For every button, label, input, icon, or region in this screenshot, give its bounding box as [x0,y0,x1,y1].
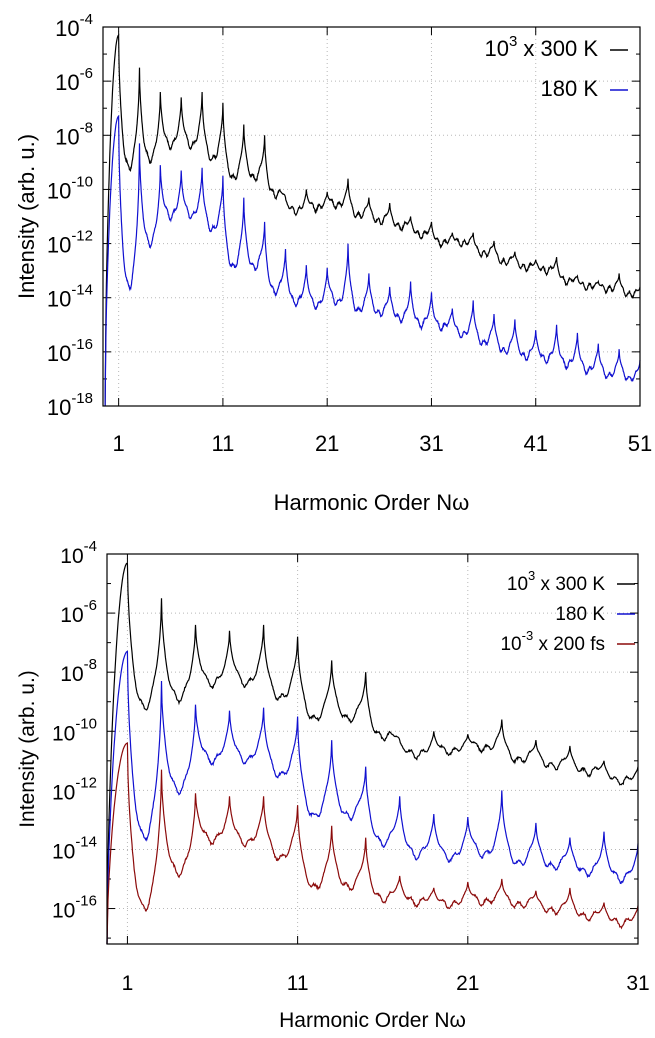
y-tick-base: 10 [52,722,75,745]
y-tick-base: 10 [55,70,79,95]
y-tick-exponent: -16 [71,336,93,353]
y-tick-label: 10-10 [47,173,93,203]
y-tick-exponent: -4 [84,538,97,555]
y-axis-label: Intensity (arb. u.) [14,134,39,299]
y-tick-label: 10-14 [47,282,93,312]
y-tick-label: 10-12 [52,774,97,804]
y-tick-label: 10-8 [55,119,93,149]
y-tick-base: 10 [47,233,71,258]
y-tick-exponent: -6 [80,65,93,82]
x-tick-label: 31 [419,431,443,456]
y-tick-label: 10-16 [47,336,93,366]
legend-exponent: 3 [528,568,535,583]
legend-label: 180 K [541,76,599,101]
y-tick-label: 10-6 [55,65,93,95]
y-tick-label: 10-14 [52,833,97,863]
legend-exponent: -3 [522,628,534,643]
y-tick-base: 10 [55,124,79,149]
legend-text: x 200 fs [533,634,605,655]
y-tick-exponent: -16 [75,893,97,910]
x-tick-label: 41 [523,431,547,456]
y-tick-base: 10 [60,663,83,686]
y-tick-base: 10 [47,395,71,420]
y-tick-label: 10-16 [52,893,97,923]
legend-label: 103 x 300 K [507,568,605,595]
y-tick-exponent: -12 [75,774,97,791]
x-tick-label: 21 [315,431,339,456]
legend-text: x 300 K [535,574,605,595]
y-tick-exponent: -12 [71,228,93,245]
y-tick-base: 10 [60,604,83,627]
y-tick-base: 10 [60,545,83,568]
y-tick-exponent: -18 [71,390,93,407]
x-axis-label: Harmonic Order Nω [274,490,470,515]
chart-top: 1 11 21 31 41 5110-410-610-810-1010-1210-1410… [14,11,652,515]
y-tick-base: 10 [52,840,75,863]
y-axis-label: Intensity (arb. u.) [16,670,39,828]
y-tick-exponent: -8 [84,656,97,673]
y-tick-exponent: -6 [84,597,97,614]
series-line-2 [106,742,639,945]
x-tick-label: 11 [211,431,234,456]
legend-base: 10 [484,36,508,61]
y-tick-base: 10 [47,287,71,312]
x-tick-label: 51 [628,431,652,456]
y-tick-label: 10-8 [60,656,97,686]
y-tick-exponent: -14 [75,833,97,850]
y-tick-exponent: -4 [80,11,93,28]
y-tick-base: 10 [55,16,79,41]
series-line-0 [104,33,641,407]
x-tick-label: 1 [122,972,134,995]
y-tick-base: 10 [47,341,71,366]
y-tick-exponent: -14 [71,282,93,299]
plot-frame [106,553,639,945]
x-tick-label: 11 [287,972,309,995]
y-tick-label: 10-4 [60,538,97,568]
y-tick-exponent: -8 [80,119,93,136]
legend-label: 180 K [555,604,605,625]
y-tick-base: 10 [52,781,75,804]
legend-base: 10 [500,634,521,655]
y-tick-label: 10-10 [52,715,97,745]
series-line-0 [106,561,639,945]
series-line-1 [106,650,639,945]
legend-exponent: 3 [509,33,517,50]
legend-text: 180 K [555,604,605,625]
legend-label: 103 x 300 K [484,33,598,61]
plot-frame [102,26,641,407]
x-tick-label: 1 [113,431,125,456]
y-tick-label: 10-6 [60,597,97,627]
y-tick-exponent: -10 [71,173,93,190]
y-tick-label: 10-18 [47,390,93,420]
y-tick-base: 10 [52,900,75,923]
y-tick-label: 10-12 [47,228,93,258]
x-tick-label: 21 [456,972,479,995]
chart-bottom: 1 11 21 3110-410-610-810-1010-1210-1410-16H… [16,538,650,1032]
legend-text: 180 K [541,76,599,101]
y-tick-label: 10-4 [55,11,93,41]
legend-base: 10 [507,574,528,595]
x-axis-label: Harmonic Order Nω [279,1009,466,1032]
y-tick-exponent: -10 [75,715,97,732]
y-tick-base: 10 [47,178,71,203]
legend-text: x 300 K [517,36,598,61]
series-line-1 [104,114,641,407]
x-tick-label: 31 [626,972,649,995]
legend-label: 10-3 x 200 fs [500,628,605,655]
